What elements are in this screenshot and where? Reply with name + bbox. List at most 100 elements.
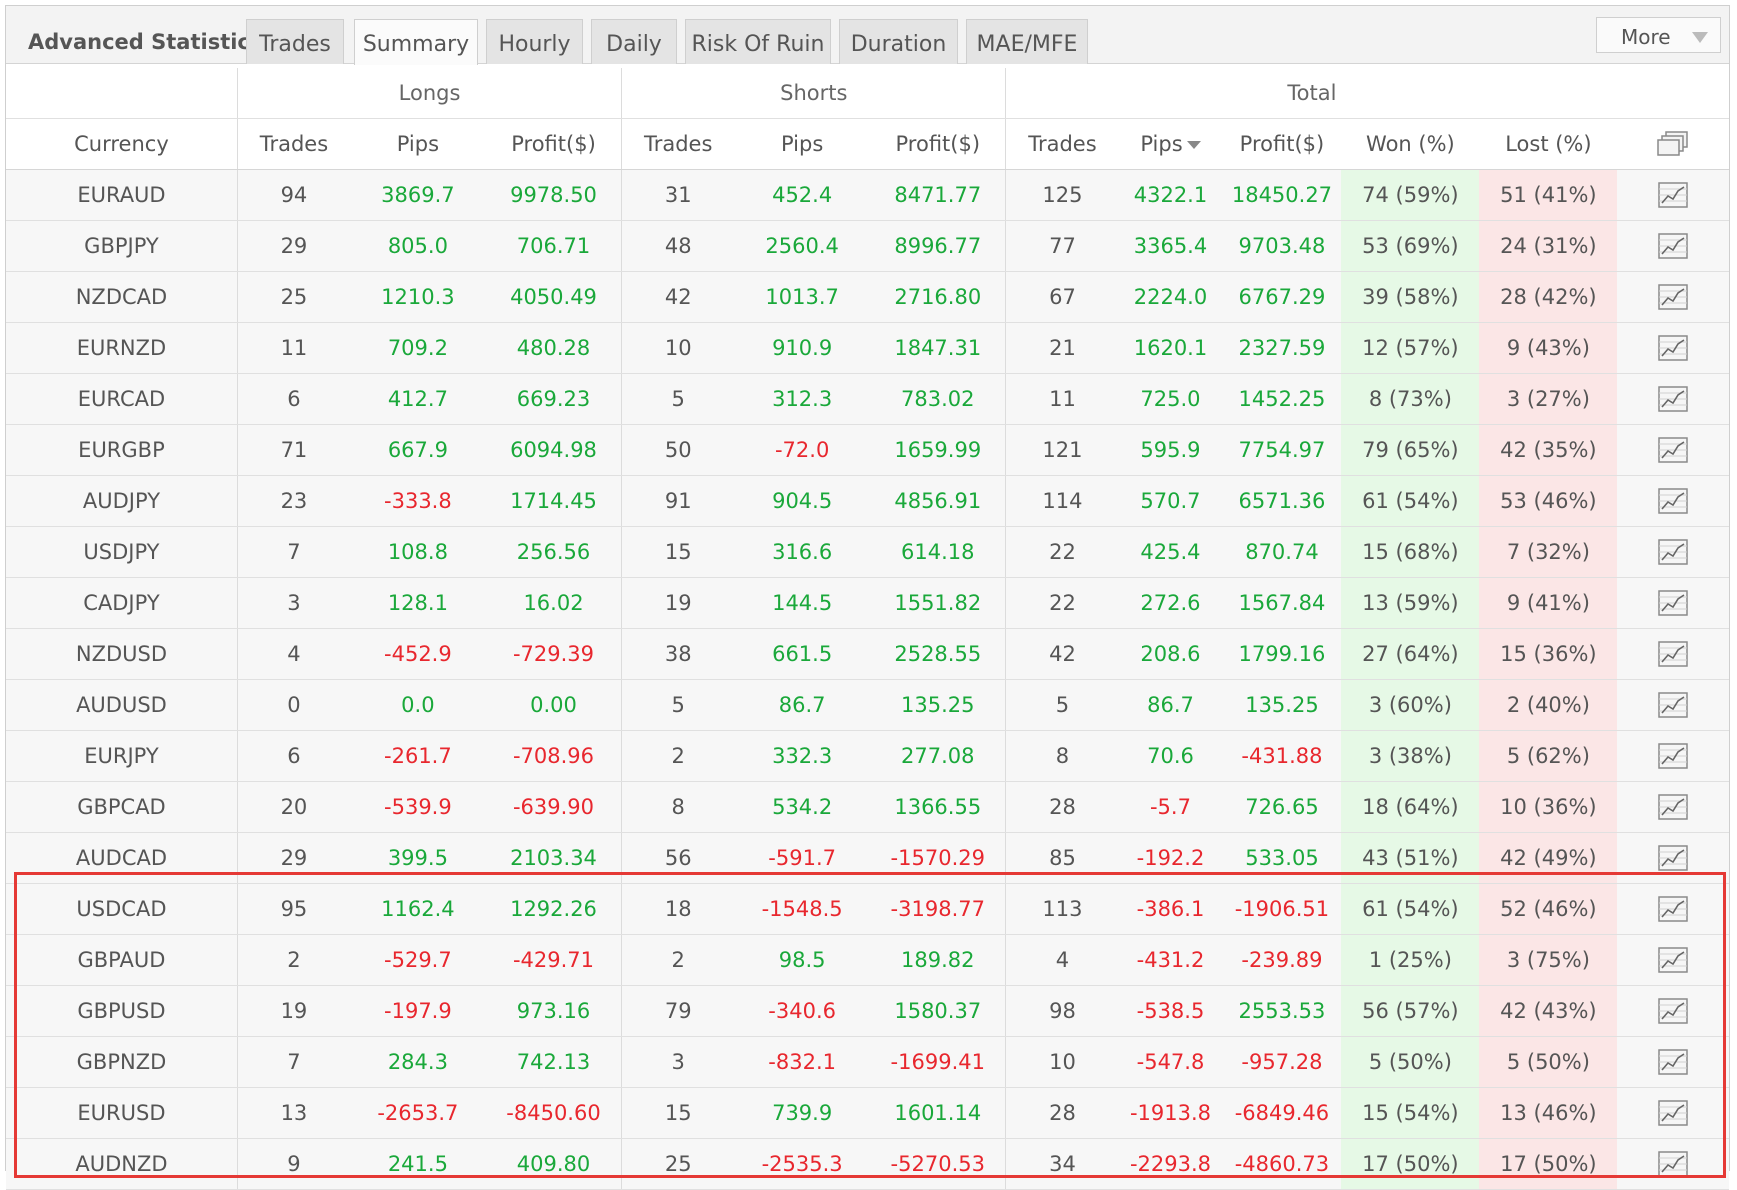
cell-long-pips: 128.1 bbox=[349, 577, 486, 629]
chevron-down-icon bbox=[1692, 32, 1708, 43]
row-chart-button[interactable] bbox=[1617, 169, 1729, 221]
row-chart-button[interactable] bbox=[1617, 424, 1729, 476]
table-row[interactable]: GBPUSD 19 -197.9 973.16 79 -340.6 1580.37 98 -53… bbox=[6, 985, 1729, 1037]
cell-short-profit: 2716.80 bbox=[870, 271, 1007, 323]
cell-total-pips: 595.9 bbox=[1118, 424, 1223, 476]
table-row[interactable]: GBPJPY 29 805.0 706.71 48 2560.4 8996.77 77 3365… bbox=[6, 220, 1729, 272]
col-header-short-profit[interactable]: Profit($) bbox=[870, 118, 1007, 170]
table-row[interactable]: EURCAD 6 412.7 669.23 5 312.3 783.02 11 725.0 145… bbox=[6, 373, 1729, 425]
col-header-won[interactable]: Won (%) bbox=[1341, 118, 1480, 170]
col-header-total-profit[interactable]: Profit($) bbox=[1222, 118, 1342, 170]
tab-trades[interactable]: Trades bbox=[246, 19, 344, 64]
row-chart-button[interactable] bbox=[1617, 271, 1729, 323]
cell-lost: 13 (46%) bbox=[1479, 1087, 1618, 1139]
line-chart-icon bbox=[1658, 386, 1688, 412]
row-chart-button[interactable] bbox=[1617, 730, 1729, 782]
cell-long-trades: 29 bbox=[237, 832, 350, 884]
cell-short-profit: 8996.77 bbox=[870, 220, 1007, 272]
cell-currency: EURUSD bbox=[6, 1087, 238, 1139]
cell-currency: EURAUD bbox=[6, 169, 238, 221]
cell-lost: 10 (36%) bbox=[1479, 781, 1618, 833]
row-chart-button[interactable] bbox=[1617, 985, 1729, 1037]
cell-short-pips: 312.3 bbox=[734, 373, 871, 425]
cell-long-pips: 241.5 bbox=[349, 1138, 486, 1190]
tab-hourly[interactable]: Hourly bbox=[486, 19, 583, 64]
table-row[interactable]: GBPCAD 20 -539.9 -639.90 8 534.2 1366.55 28 -5.7… bbox=[6, 781, 1729, 833]
cell-long-pips: 1162.4 bbox=[349, 883, 486, 935]
col-header-charts[interactable] bbox=[1617, 118, 1729, 170]
cell-total-profit: -957.28 bbox=[1222, 1036, 1342, 1088]
col-header-short-trades[interactable]: Trades bbox=[621, 118, 735, 170]
col-header-currency[interactable]: Currency bbox=[6, 118, 238, 170]
cell-short-profit: 135.25 bbox=[870, 679, 1007, 731]
cell-long-profit: -708.96 bbox=[485, 730, 623, 782]
cell-long-profit: -429.71 bbox=[485, 934, 623, 986]
row-chart-button[interactable] bbox=[1617, 628, 1729, 680]
cell-long-trades: 2 bbox=[237, 934, 350, 986]
cell-currency: CADJPY bbox=[6, 577, 238, 629]
col-header-total-pips[interactable]: Pips bbox=[1118, 118, 1223, 170]
table-row[interactable]: USDJPY 7 108.8 256.56 15 316.6 614.18 22 425.4 87… bbox=[6, 526, 1729, 578]
cell-long-profit: 480.28 bbox=[485, 322, 623, 374]
row-chart-button[interactable] bbox=[1617, 679, 1729, 731]
row-chart-button[interactable] bbox=[1617, 1138, 1729, 1190]
cell-currency: USDCAD bbox=[6, 883, 238, 935]
col-header-short-pips[interactable]: Pips bbox=[734, 118, 871, 170]
cell-won: 79 (65%) bbox=[1341, 424, 1480, 476]
row-chart-button[interactable] bbox=[1617, 832, 1729, 884]
table-row[interactable]: EURUSD 13 -2653.7 -8450.60 15 739.9 1601.14 28-… bbox=[6, 1087, 1729, 1139]
col-header-total-trades[interactable]: Trades bbox=[1005, 118, 1119, 170]
table-row[interactable]: NZDUSD 4 -452.9 -729.39 38 661.5 2528.55 42 208.… bbox=[6, 628, 1729, 680]
table-row[interactable]: NZDCAD 25 1210.3 4050.49 42 1013.7 2716.80 67 22… bbox=[6, 271, 1729, 323]
row-chart-button[interactable] bbox=[1617, 322, 1729, 374]
cell-currency: GBPCAD bbox=[6, 781, 238, 833]
column-header-row: Currency Trades Pips Profit($) Trades Pi… bbox=[6, 118, 1729, 170]
cell-short-profit: 8471.77 bbox=[870, 169, 1007, 221]
cell-short-trades: 19 bbox=[621, 577, 735, 629]
table-row[interactable]: AUDUSD 0 0.0 0.00 5 86.7 135.25 5 86.7 135.25 3 (6… bbox=[6, 679, 1729, 731]
row-chart-button[interactable] bbox=[1617, 220, 1729, 272]
cell-total-profit: 1452.25 bbox=[1222, 373, 1342, 425]
row-chart-button[interactable] bbox=[1617, 1087, 1729, 1139]
cell-short-profit: 2528.55 bbox=[870, 628, 1007, 680]
more-dropdown[interactable]: More bbox=[1596, 17, 1721, 53]
row-chart-button[interactable] bbox=[1617, 577, 1729, 629]
cell-total-trades: 28 bbox=[1005, 1087, 1119, 1139]
tab-mae-mfe[interactable]: MAE/MFE bbox=[966, 19, 1088, 64]
cell-won: 18 (64%) bbox=[1341, 781, 1480, 833]
cell-currency: GBPJPY bbox=[6, 220, 238, 272]
row-chart-button[interactable] bbox=[1617, 1036, 1729, 1088]
table-row[interactable]: EURGBP 71 667.9 6094.98 50 -72.0 1659.99 121 595… bbox=[6, 424, 1729, 476]
col-header-long-profit[interactable]: Profit($) bbox=[485, 118, 623, 170]
row-chart-button[interactable] bbox=[1617, 526, 1729, 578]
row-chart-button[interactable] bbox=[1617, 781, 1729, 833]
line-chart-icon bbox=[1658, 1049, 1688, 1075]
table-row[interactable]: GBPNZD 7 284.3 742.13 3 -832.1 -1699.41 10 -547.… bbox=[6, 1036, 1729, 1088]
line-chart-icon bbox=[1658, 182, 1688, 208]
panel-header: Advanced Statistics Trades Summary Hourl… bbox=[6, 6, 1729, 65]
row-chart-button[interactable] bbox=[1617, 475, 1729, 527]
row-chart-button[interactable] bbox=[1617, 934, 1729, 986]
col-header-lost[interactable]: Lost (%) bbox=[1479, 118, 1618, 170]
row-chart-button[interactable] bbox=[1617, 883, 1729, 935]
table-row[interactable]: AUDJPY 23 -333.8 1714.45 91 904.5 4856.91 114 57… bbox=[6, 475, 1729, 527]
table-row[interactable]: USDCAD 95 1162.4 1292.26 18 -1548.5 -3198.77 11… bbox=[6, 883, 1729, 935]
tab-daily[interactable]: Daily bbox=[591, 19, 677, 64]
tab-duration[interactable]: Duration bbox=[839, 19, 958, 64]
cell-won: 27 (64%) bbox=[1341, 628, 1480, 680]
table-row[interactable]: GBPAUD 2 -529.7 -429.71 2 98.5 189.82 4 -431.2 -2… bbox=[6, 934, 1729, 986]
table-row[interactable]: EURAUD 94 3869.7 9978.50 31 452.4 8471.77 125 43… bbox=[6, 169, 1729, 221]
table-row[interactable]: EURJPY 6 -261.7 -708.96 2 332.3 277.08 8 70.6 -43… bbox=[6, 730, 1729, 782]
table-row[interactable]: AUDNZD 9 241.5 409.80 25 -2535.3 -5270.53 34 -22… bbox=[6, 1138, 1729, 1190]
cell-total-profit: -431.88 bbox=[1222, 730, 1342, 782]
tab-risk-of-ruin[interactable]: Risk Of Ruin bbox=[685, 19, 831, 64]
cell-total-profit: 9703.48 bbox=[1222, 220, 1342, 272]
col-header-long-trades[interactable]: Trades bbox=[237, 118, 350, 170]
tab-summary[interactable]: Summary bbox=[354, 19, 478, 65]
cell-long-pips: 1210.3 bbox=[349, 271, 486, 323]
table-row[interactable]: AUDCAD 29 399.5 2103.34 56 -591.7 -1570.29 85 -1… bbox=[6, 832, 1729, 884]
table-row[interactable]: CADJPY 3 128.1 16.02 19 144.5 1551.82 22 272.6 15… bbox=[6, 577, 1729, 629]
table-row[interactable]: EURNZD 11 709.2 480.28 10 910.9 1847.31 21 1620.… bbox=[6, 322, 1729, 374]
row-chart-button[interactable] bbox=[1617, 373, 1729, 425]
col-header-long-pips[interactable]: Pips bbox=[349, 118, 486, 170]
